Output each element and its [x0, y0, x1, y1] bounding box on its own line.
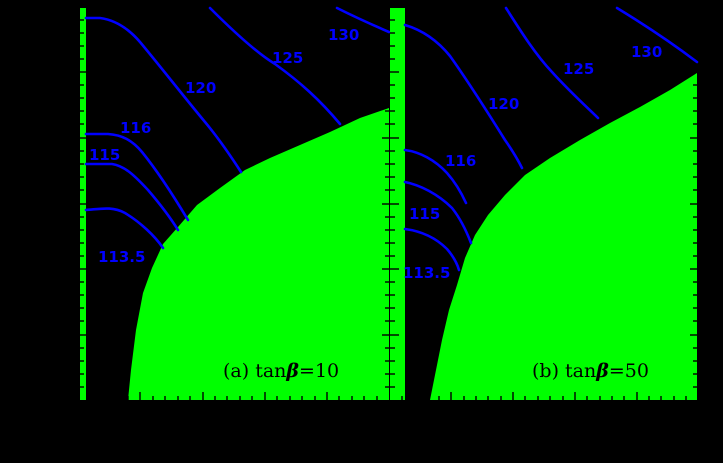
panel-a-excluded-region [128, 108, 389, 400]
panel-a-contour-label-113-5: 113.5 [98, 248, 145, 266]
panel-a-contour-label-130: 130 [328, 26, 359, 44]
panel-a-contour-116 [84, 132, 190, 222]
panel-a-contour-label-125: 125 [272, 49, 303, 67]
panel-a-contour-label-120: 120 [185, 79, 216, 97]
panel-b-excluded-region [430, 73, 697, 400]
panel-a-contour-label-116: 116 [120, 119, 151, 137]
panel-b-contour-label-116: 116 [445, 152, 476, 170]
panel-b-contour-125 [504, 6, 600, 120]
panel-b-contour-120 [403, 23, 524, 170]
panel-b-contour-130 [615, 6, 699, 64]
panel-a-right-ticks [382, 19, 389, 388]
panel-a-contour-113-5 [84, 207, 165, 250]
panel-b-contour-label-113-5: 113.5 [403, 264, 450, 282]
panel-a-bottom-ticks [127, 392, 378, 400]
panel-b-contour-label-115: 115 [409, 205, 440, 223]
panel-b-left-ticks [390, 19, 399, 388]
panel-b: 113.5 115 116 120 125 130 (b) tanβ=50 [390, 6, 699, 400]
panel-b-contour-label-120: 120 [488, 95, 519, 113]
panel-b-contour-116 [403, 148, 468, 205]
panel-a-contour-label-115: 115 [89, 146, 120, 164]
panel-a-contour-120 [84, 16, 243, 174]
panel-a-contour-125 [208, 6, 342, 126]
panel-a-contour-115 [84, 162, 180, 232]
panel-a-contour-130 [335, 6, 391, 34]
panel-a-label: (a) tanβ=10 [223, 360, 339, 382]
panel-a: 113.5 115 116 120 125 130 (a) tanβ=10 [80, 6, 391, 400]
panel-b-contour-113-5 [403, 227, 461, 272]
panel-b-contour-label-130: 130 [631, 43, 662, 61]
panel-b-label: (b) tanβ=50 [532, 360, 649, 382]
panel-b-bottom-ticks [401, 392, 687, 400]
panel-b-contour-label-125: 125 [563, 60, 594, 78]
panel-b-right-ticks [690, 84, 697, 388]
panel-b-contour-115 [403, 180, 473, 245]
panel-a-left-ticks [80, 19, 87, 388]
